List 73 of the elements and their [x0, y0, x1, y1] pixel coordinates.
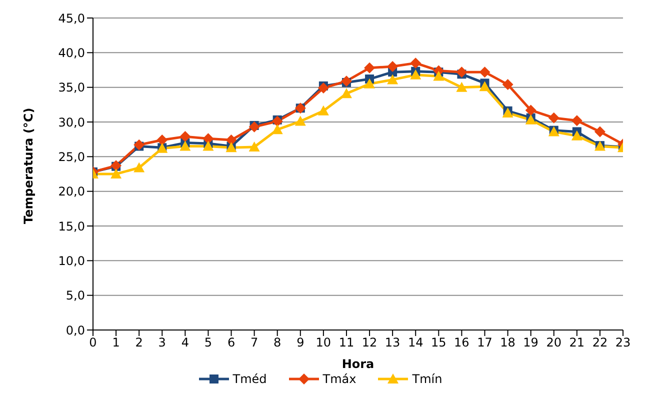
x-tick-label: 3 [158, 336, 166, 350]
y-tick-label: 10,0 [58, 254, 85, 268]
point [387, 74, 398, 84]
point [318, 82, 329, 94]
point [410, 69, 422, 80]
x-tick-label: 9 [296, 336, 304, 350]
x-tick-label: 2 [135, 336, 143, 350]
y-tick-label: 5,0 [66, 288, 85, 303]
legend-label: Tmín [411, 372, 442, 386]
y-axis-title: Temperatura (°C) [21, 108, 36, 224]
x-tick-label: 16 [454, 336, 470, 350]
x-tick-label: 22 [592, 336, 608, 350]
point [156, 134, 168, 146]
point [364, 62, 376, 74]
x-tick-label: 1 [112, 336, 120, 350]
y-tick-label: 40,0 [58, 46, 85, 60]
point [456, 66, 468, 78]
point [364, 78, 376, 88]
point [456, 82, 468, 92]
point [180, 131, 191, 142]
point [272, 116, 283, 127]
point [248, 141, 260, 152]
point [202, 133, 214, 144]
x-axis-title: Hora [342, 357, 374, 371]
x-tick-label: 5 [204, 336, 212, 350]
x-tick-label: 4 [181, 336, 189, 350]
point [340, 88, 352, 98]
y-tick-label: 30,0 [58, 115, 85, 130]
point [479, 81, 490, 92]
x-tick-label: 17 [477, 336, 492, 350]
legend-label: Tméd [232, 372, 267, 386]
point [134, 162, 145, 172]
x-tick-label: 21 [569, 336, 585, 350]
y-tick-label: 20,0 [58, 184, 85, 199]
x-tick-label: 8 [274, 336, 282, 350]
x-tick-label: 20 [546, 336, 562, 350]
y-tick-label: 45,0 [58, 11, 85, 26]
point [502, 79, 514, 90]
point [110, 168, 122, 178]
point [294, 116, 306, 126]
point [548, 112, 560, 124]
point [272, 124, 283, 134]
x-tick-label: 13 [384, 336, 400, 350]
x-tick-label: 15 [431, 336, 446, 350]
y-tick-label: 15,0 [58, 219, 85, 234]
x-tick-label: 14 [408, 336, 424, 350]
x-tick-label: 7 [250, 336, 258, 350]
x-tick-label: 12 [362, 336, 378, 350]
point [202, 140, 214, 151]
point [134, 139, 145, 150]
point [571, 130, 582, 140]
point [226, 134, 237, 146]
point [318, 105, 329, 116]
x-tick-label: 18 [500, 336, 516, 350]
point [387, 61, 398, 72]
point [479, 66, 490, 78]
point [248, 121, 260, 132]
x-tick-label: 6 [227, 336, 236, 350]
y-tick-label: 25,0 [58, 150, 85, 164]
y-tick-label: 0,0 [66, 323, 85, 338]
x-tick-label: 10 [316, 336, 332, 350]
legend-label: Tmáx [322, 372, 356, 386]
x-tick-label: 19 [523, 336, 538, 350]
point [525, 104, 536, 116]
x-tick-label: 11 [338, 336, 354, 350]
point [180, 140, 191, 151]
x-tick-label: 23 [615, 336, 631, 350]
point [433, 70, 444, 81]
point [410, 58, 422, 69]
x-tick-label: 0 [89, 336, 97, 350]
point [594, 126, 606, 138]
y-tick-label: 35,0 [58, 80, 85, 95]
point [571, 115, 582, 126]
